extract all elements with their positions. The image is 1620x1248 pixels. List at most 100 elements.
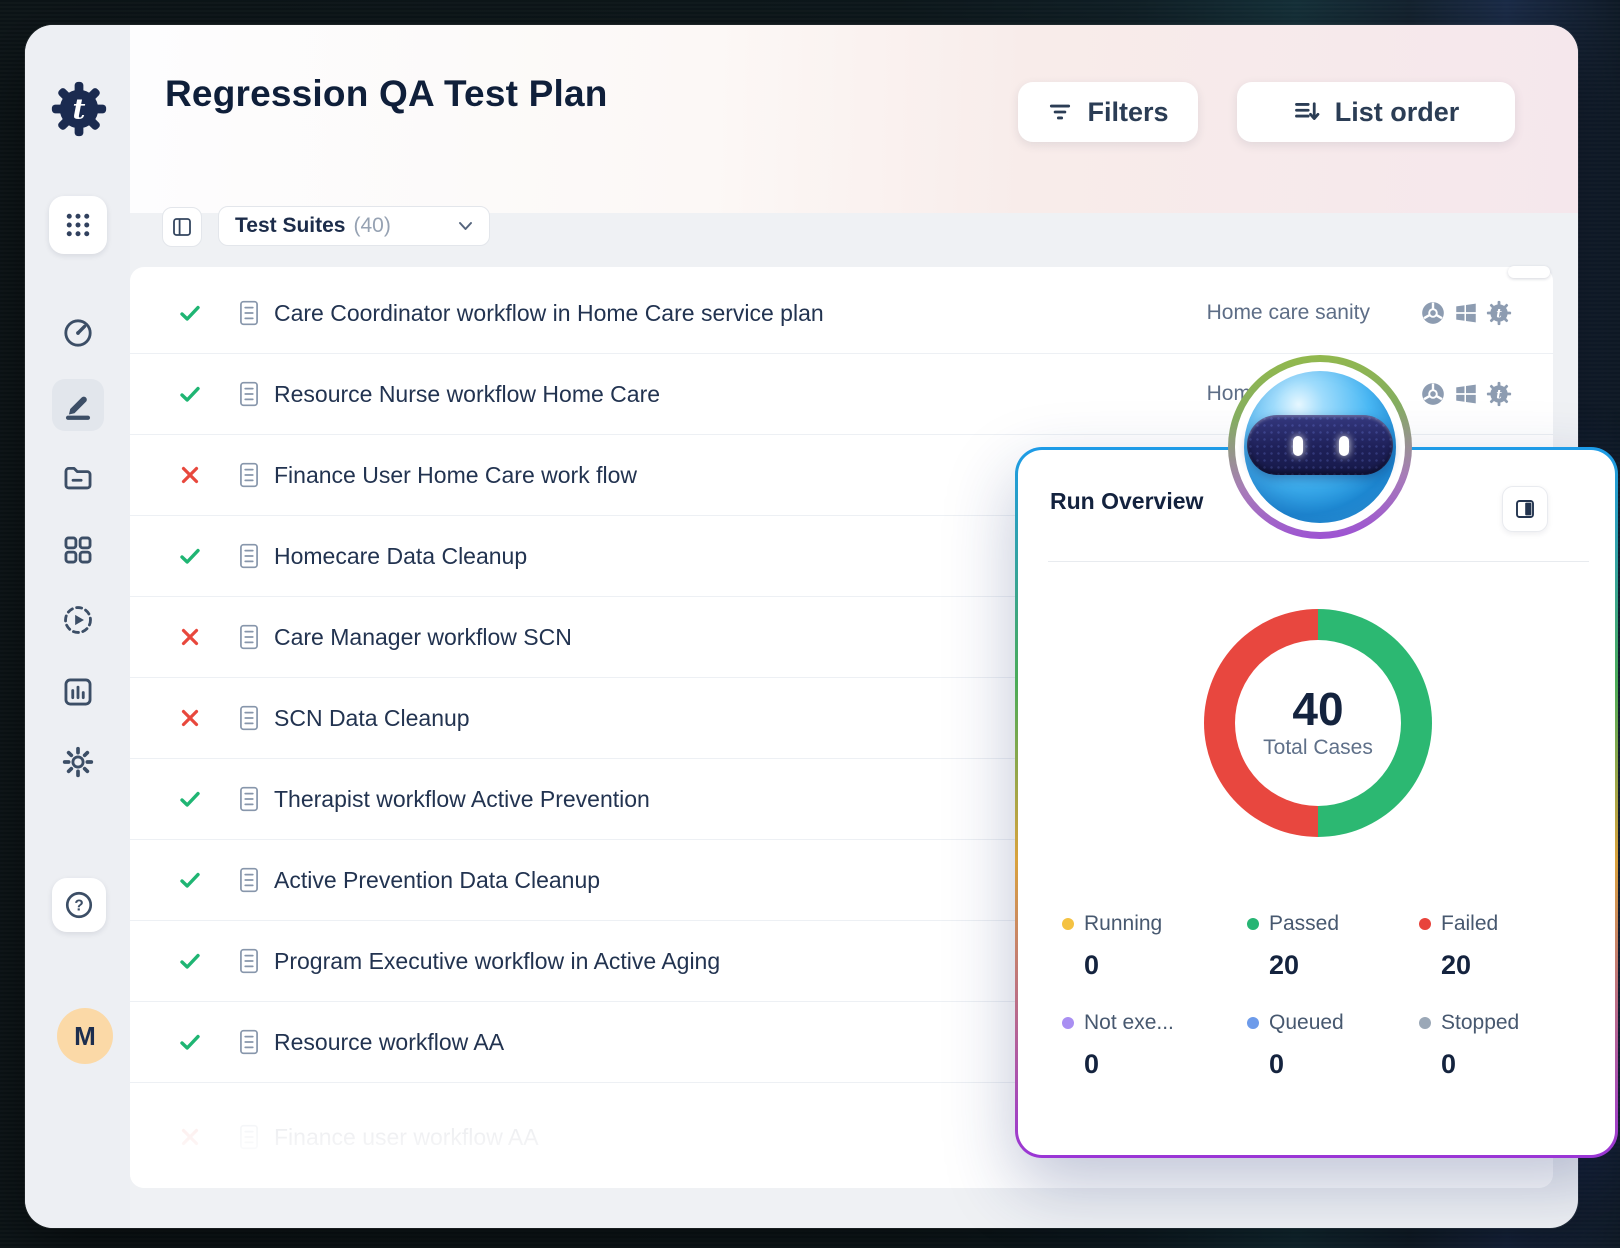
table-row[interactable]: Finance User Home Care work flow <box>130 435 1553 516</box>
sidebar-item-dashboard[interactable] <box>60 315 96 351</box>
testsigma-gear-icon: t <box>1486 381 1512 407</box>
results-donut-chart: 40 Total Cases <box>1204 609 1432 837</box>
filters-label: Filters <box>1087 96 1169 127</box>
table-row[interactable]: Homecare Data Cleanup <box>130 516 1553 597</box>
scrollbar-thumb[interactable] <box>1508 266 1550 278</box>
table-row[interactable]: SCN Data Cleanup <box>130 678 1553 759</box>
panel-right-icon <box>1513 497 1537 521</box>
page-header: Regression QA Test Plan Filters <box>130 25 1578 213</box>
sidebar-item-settings[interactable] <box>60 744 96 780</box>
svg-text:t: t <box>73 93 86 126</box>
bar-chart-icon <box>61 675 95 709</box>
windows-icon <box>1456 384 1476 404</box>
collapse-panel-button[interactable] <box>1502 486 1548 532</box>
table-row[interactable]: Care Manager workflow SCN <box>130 597 1553 678</box>
status-icon <box>178 706 202 730</box>
bot-avatar <box>1228 355 1412 539</box>
legend-label: Queued <box>1269 1011 1344 1034</box>
windows-icon <box>1456 303 1476 323</box>
table-row[interactable]: Therapist workflow Active Prevention <box>130 759 1553 840</box>
legend-item: Running 0 <box>1062 912 1247 981</box>
legend-value: 0 <box>1269 1049 1285 1079</box>
check-icon <box>180 791 200 807</box>
sidebar-item-edit[interactable] <box>52 379 104 431</box>
sidebar: t <box>25 25 130 1228</box>
page-title: Regression QA Test Plan <box>165 73 608 114</box>
apps-grid-icon <box>63 210 93 240</box>
table-row[interactable]: Active Prevention Data Cleanup <box>130 840 1553 921</box>
document-icon <box>236 1123 262 1151</box>
sidebar-item-elements[interactable] <box>60 532 96 568</box>
document-icon <box>236 380 262 408</box>
legend-item: Stopped 0 <box>1419 1011 1592 1080</box>
x-icon <box>181 1128 199 1146</box>
document-icon <box>236 704 262 732</box>
status-icon <box>178 544 202 568</box>
robot-visor <box>1247 415 1393 475</box>
legend-dot <box>1247 918 1259 930</box>
help-icon: ? <box>63 889 95 921</box>
table-row[interactable]: Resource workflow AA <box>130 1002 1553 1083</box>
list-order-button[interactable]: List order <box>1237 82 1515 142</box>
test-suites-dropdown[interactable]: Test Suites (40) <box>218 206 490 246</box>
list-order-label: List order <box>1334 96 1460 127</box>
legend-label: Passed <box>1269 912 1340 935</box>
sidebar-item-folder[interactable] <box>60 460 96 496</box>
legend-dot <box>1419 1017 1431 1029</box>
legend-item: Queued 0 <box>1247 1011 1419 1080</box>
check-icon <box>180 953 200 969</box>
check-icon <box>180 548 200 564</box>
total-cases-label: Total Cases <box>1263 736 1373 759</box>
status-legend: Running 0 Passed 20 Failed 20 Not exe...… <box>1062 912 1592 1080</box>
legend-item: Passed 20 <box>1247 912 1419 981</box>
table-row[interactable]: Care Coordinator workflow in Home Care s… <box>130 273 1553 354</box>
legend-item: Failed 20 <box>1419 912 1592 981</box>
suite-name: Care Coordinator workflow in Home Care s… <box>274 299 824 326</box>
card-title: Run Overview <box>1050 488 1204 514</box>
suite-tag: Home care sanity <box>1206 301 1370 324</box>
sidebar-item-reports[interactable] <box>60 674 96 710</box>
suite-name: Finance User Home Care work flow <box>274 461 638 488</box>
sidebar-item-run[interactable] <box>60 602 96 638</box>
document-icon <box>236 785 262 813</box>
svg-text:?: ? <box>74 898 83 915</box>
legend-label: Not exe... <box>1084 1011 1174 1034</box>
sort-list-icon <box>1293 98 1321 126</box>
status-icon <box>178 1125 202 1149</box>
sidebar-item-help[interactable]: ? <box>52 878 106 932</box>
chrome-icon <box>1422 383 1444 405</box>
legend-dot <box>1419 918 1431 930</box>
document-icon <box>236 1028 262 1056</box>
panel-left-icon <box>170 215 194 239</box>
robot-icon <box>1244 371 1396 523</box>
filters-button[interactable]: Filters <box>1018 82 1198 142</box>
legend-dot <box>1062 918 1074 930</box>
table-row[interactable]: Program Executive workflow in Active Agi… <box>130 921 1553 1002</box>
legend-value: 0 <box>1084 950 1100 980</box>
status-icon <box>178 463 202 487</box>
chevron-down-icon <box>458 221 473 231</box>
document-icon <box>236 866 262 894</box>
status-icon <box>178 382 202 406</box>
document-icon <box>236 461 262 489</box>
panel-toggle-button[interactable] <box>162 207 202 247</box>
document-icon <box>236 542 262 570</box>
suite-name: SCN Data Cleanup <box>274 704 470 731</box>
status-icon <box>178 868 202 892</box>
user-avatar[interactable]: M <box>57 1008 113 1064</box>
suite-name: Active Prevention Data Cleanup <box>274 866 601 893</box>
gauge-icon <box>61 316 95 350</box>
x-icon <box>181 466 199 484</box>
pencil-icon <box>61 388 95 422</box>
gear-icon <box>61 745 95 779</box>
app-logo[interactable]: t <box>51 81 107 137</box>
status-icon <box>178 949 202 973</box>
suite-name: Resource Nurse workflow Home Care <box>274 380 661 407</box>
robot-eye-left <box>1293 436 1303 456</box>
svg-text:t: t <box>1496 306 1502 320</box>
suites-count: (40) <box>353 214 391 237</box>
table-row[interactable]: Finance user workflow AA <box>130 1097 1553 1177</box>
sidebar-item-apps[interactable] <box>49 196 107 254</box>
legend-value: 20 <box>1441 950 1472 980</box>
